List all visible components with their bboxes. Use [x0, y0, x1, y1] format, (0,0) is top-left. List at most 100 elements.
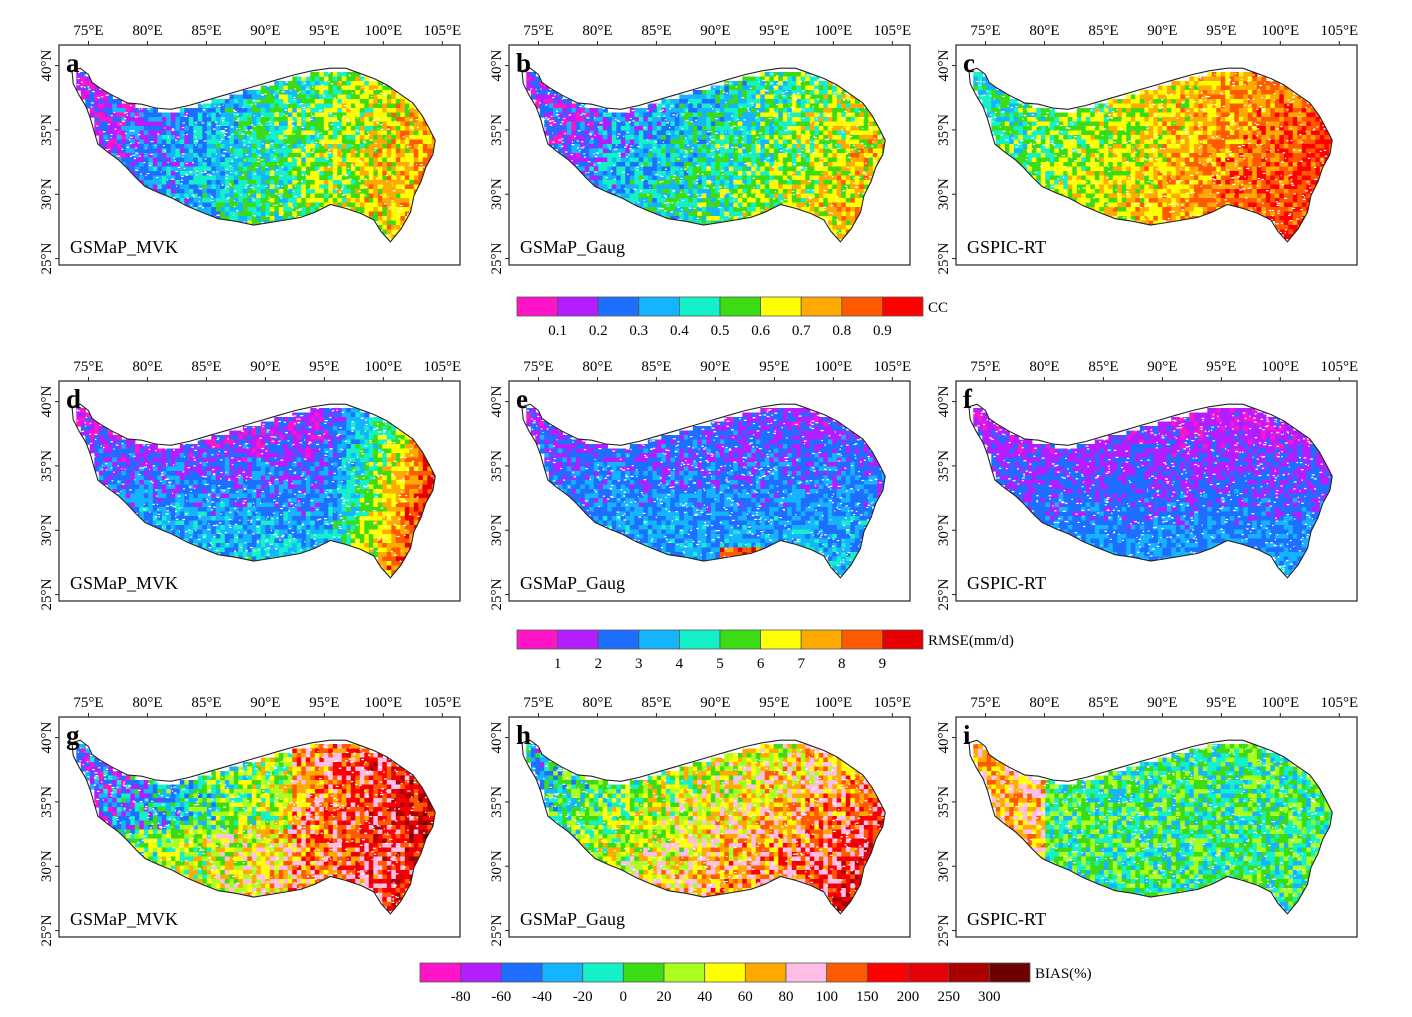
plateau-boundary [521, 739, 886, 915]
lat-tick-label: 35°N [936, 450, 952, 482]
colorbar-swatch [622, 962, 665, 983]
panel-letter: b [516, 48, 531, 78]
colorbar-tick-label: -60 [491, 989, 511, 1005]
lon-tick-label: 100°E [365, 359, 403, 375]
colorbar-swatch [597, 296, 640, 317]
lon-tick-label: 95°E [309, 23, 339, 39]
colorbar-title: BIAS(%) [1035, 966, 1092, 982]
colorbar-rmse: 1 2 3 4 5 6 7 8 9 RMSE(mm/d) [516, 629, 1014, 672]
map-panel-g: 75°E 80°E 85°E 90°E 95°E 100°E 105°E 40°N 35°N 30… [39, 695, 461, 946]
lat-tick-label: 30°N [39, 178, 55, 210]
lon-tick-label: 85°E [191, 695, 221, 711]
lon-tick-label: 80°E [1029, 695, 1059, 711]
map-panel-i: 75°E 80°E 85°E 90°E 95°E 100°E 105°E 40°N 35°N 30… [936, 695, 1358, 946]
colorbar-swatch [679, 629, 721, 650]
colorbar-swatch [760, 629, 802, 650]
colorbar-swatch [516, 296, 558, 317]
colorbar-tick-label: 0.4 [670, 323, 689, 339]
lat-tick-label: 35°N [39, 786, 55, 818]
colorbar-tick-label: 300 [978, 989, 1001, 1005]
map-panel-d: 75°E 80°E 85°E 90°E 95°E 100°E 105°E 40°N 35°N 30… [39, 359, 461, 610]
colorbar-tick-label: 200 [897, 989, 920, 1005]
panel-letter: c [963, 48, 975, 78]
lat-tick-label: 30°N [936, 850, 952, 882]
colorbar-swatch [638, 296, 680, 317]
lon-tick-label: 85°E [641, 359, 671, 375]
lon-tick-label: 105°E [873, 695, 911, 711]
colorbar-tick-label: 0.8 [832, 323, 851, 339]
lon-tick-label: 105°E [1320, 695, 1358, 711]
colorbar-swatch [826, 962, 868, 983]
lat-tick-label: 35°N [489, 450, 505, 482]
lon-tick-label: 75°E [970, 23, 1000, 39]
lon-tick-label: 85°E [1088, 359, 1118, 375]
lon-tick-label: 85°E [191, 359, 221, 375]
lat-tick-label: 40°N [489, 50, 505, 82]
lon-tick-label: 75°E [73, 23, 103, 39]
lon-tick-label: 85°E [641, 23, 671, 39]
lon-tick-label: 105°E [1320, 359, 1358, 375]
raster-field [526, 742, 886, 914]
lon-tick-label: 95°E [1206, 695, 1236, 711]
raster-field [526, 406, 886, 578]
lat-tick-label: 25°N [936, 914, 952, 946]
panel-letter: e [516, 384, 528, 414]
lon-tick-label: 75°E [73, 695, 103, 711]
product-label: GSMaP_MVK [70, 573, 178, 593]
colorbar-tick-label: 0.6 [751, 323, 770, 339]
lon-tick-label: 80°E [132, 23, 162, 39]
lat-tick-label: 35°N [39, 114, 55, 146]
lon-tick-label: 75°E [970, 359, 1000, 375]
colorbar-tick-label: 5 [716, 656, 724, 672]
lon-tick-label: 90°E [700, 695, 730, 711]
lon-tick-label: 80°E [582, 23, 612, 39]
plateau-boundary [521, 403, 886, 579]
map-panel-b: 75°E 80°E 85°E 90°E 95°E 100°E 105°E 40°N 35°N 30… [489, 23, 911, 274]
lon-tick-label: 80°E [1029, 359, 1059, 375]
colorbar-tick-label: -40 [532, 989, 552, 1005]
raster-field [76, 71, 436, 242]
lon-tick-label: 90°E [1147, 359, 1177, 375]
colorbar-swatch [557, 296, 599, 317]
panel-letter: a [66, 48, 80, 78]
lon-tick-label: 100°E [1262, 695, 1300, 711]
colorbar-tick-label: 250 [937, 989, 960, 1005]
lon-tick-label: 80°E [582, 359, 612, 375]
colorbar-tick-label: -20 [573, 989, 593, 1005]
map-panels: 75°E 80°E 85°E 90°E 95°E 100°E 105°E40°N35°N30… [39, 23, 1358, 946]
colorbar-swatch [882, 629, 924, 650]
product-label: GSMaP_Gaug [520, 909, 625, 929]
map-panel-c: 75°E 80°E 85°E 90°E 95°E 100°E 105°E 40°N 35°N 30… [936, 23, 1358, 274]
lon-tick-label: 90°E [1147, 23, 1177, 39]
lon-tick-label: 95°E [1206, 23, 1236, 39]
lat-tick-label: 30°N [489, 850, 505, 882]
lon-tick-label: 100°E [1262, 23, 1300, 39]
lon-tick-label: 100°E [365, 695, 403, 711]
lon-tick-label: 90°E [250, 359, 280, 375]
lon-tick-label: 90°E [700, 23, 730, 39]
raster-field [973, 740, 1333, 914]
map-panel-e: 75°E 80°E 85°E 90°E 95°E 100°E 105°E 40°N 35°N 30… [489, 359, 911, 610]
lon-tick-label: 95°E [1206, 359, 1236, 375]
lon-tick-label: 105°E [423, 23, 461, 39]
lat-tick-label: 40°N [936, 722, 952, 754]
colorbar-tick-label: 3 [635, 656, 643, 672]
lon-tick-label: 100°E [1262, 359, 1300, 375]
panel-letter: d [66, 384, 81, 414]
lat-tick-label: 30°N [39, 514, 55, 546]
lon-tick-label: 80°E [1029, 23, 1059, 39]
colorbar-tick-label: 60 [738, 989, 753, 1005]
plateau-boundary [521, 67, 886, 243]
lon-tick-label: 95°E [759, 695, 789, 711]
lon-tick-label: 95°E [759, 359, 789, 375]
colorbar-tick-label: 0.5 [711, 323, 730, 339]
lon-tick-label: 95°E [309, 359, 339, 375]
lon-tick-label: 85°E [641, 695, 671, 711]
lat-tick-label: 40°N [936, 386, 952, 418]
panel-letter: h [516, 720, 531, 750]
lon-tick-label: 105°E [423, 359, 461, 375]
colorbar-swatch [704, 962, 746, 983]
lon-tick-label: 100°E [815, 23, 853, 39]
colorbar-swatch [841, 629, 883, 650]
lat-tick-label: 35°N [936, 114, 952, 146]
